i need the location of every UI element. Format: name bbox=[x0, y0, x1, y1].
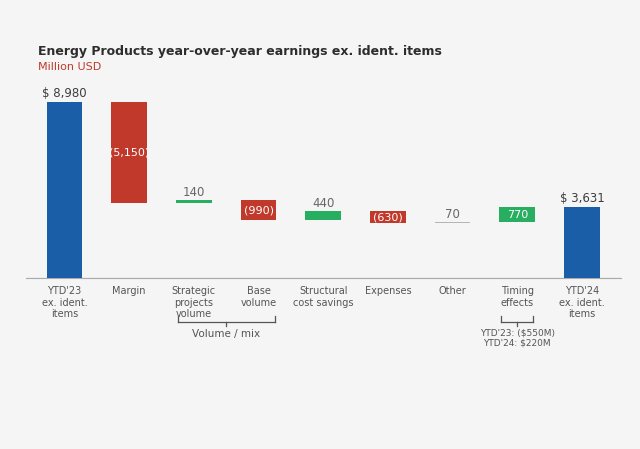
Bar bbox=[435, 222, 470, 224]
Text: 70: 70 bbox=[445, 207, 460, 220]
Bar bbox=[241, 200, 276, 220]
Text: 440: 440 bbox=[312, 197, 334, 210]
Text: Volume / mix: Volume / mix bbox=[192, 329, 260, 339]
Bar bbox=[370, 211, 406, 224]
Text: Base
volume: Base volume bbox=[241, 286, 276, 308]
Text: (5,150): (5,150) bbox=[109, 147, 149, 158]
Text: Margin: Margin bbox=[113, 286, 146, 296]
Text: Structural
cost savings: Structural cost savings bbox=[293, 286, 353, 308]
Text: Expenses: Expenses bbox=[365, 286, 412, 296]
Text: 140: 140 bbox=[182, 186, 205, 199]
Bar bbox=[47, 102, 82, 278]
Text: $ 3,631: $ 3,631 bbox=[559, 192, 604, 205]
Text: Strategic
projects
volume: Strategic projects volume bbox=[172, 286, 216, 319]
Text: Energy Products year-over-year earnings ex. ident. items: Energy Products year-over-year earnings … bbox=[38, 45, 442, 58]
Bar bbox=[305, 211, 341, 220]
Text: Other: Other bbox=[438, 286, 467, 296]
Text: Timing
effects: Timing effects bbox=[500, 286, 534, 308]
Text: Million USD: Million USD bbox=[38, 62, 100, 71]
Bar bbox=[176, 200, 212, 203]
Bar bbox=[564, 207, 600, 278]
Text: $ 8,980: $ 8,980 bbox=[42, 87, 87, 100]
Text: YTD'23: ($550M)
YTD'24: $220M: YTD'23: ($550M) YTD'24: $220M bbox=[480, 329, 555, 348]
Text: (990): (990) bbox=[243, 205, 273, 215]
Text: YTD'23
ex. ident.
items: YTD'23 ex. ident. items bbox=[42, 286, 87, 319]
Bar bbox=[111, 102, 147, 203]
Text: (630): (630) bbox=[373, 212, 403, 222]
Text: 770: 770 bbox=[507, 210, 528, 220]
Bar bbox=[499, 207, 535, 222]
Text: YTD'24
ex. ident.
items: YTD'24 ex. ident. items bbox=[559, 286, 605, 319]
